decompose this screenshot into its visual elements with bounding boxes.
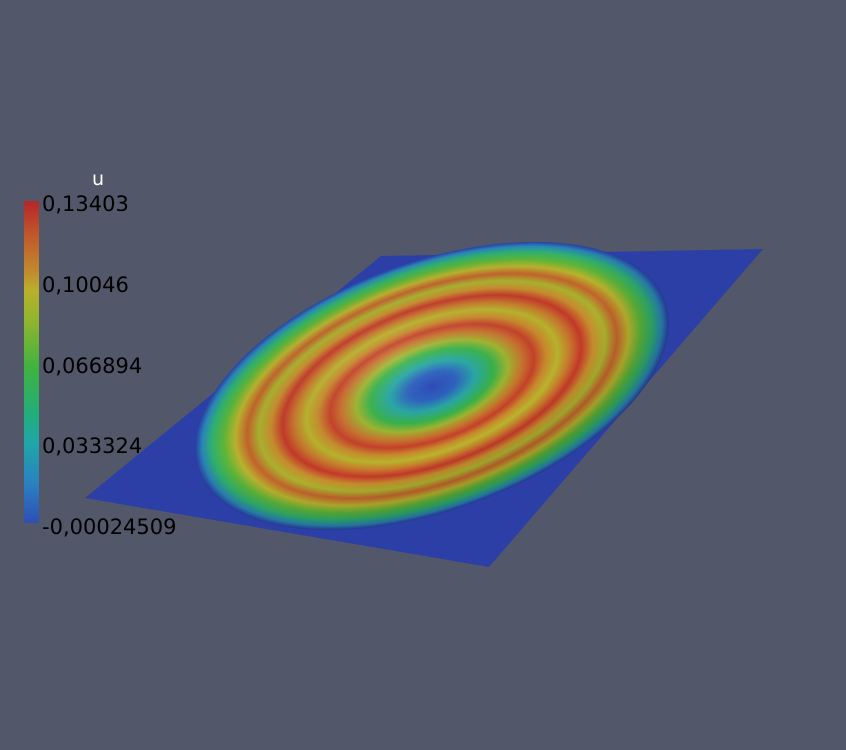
colorbar	[24, 201, 39, 523]
colorbar-tick-4: 0,033324	[42, 434, 143, 458]
colorbar-tick-max: 0,13403	[42, 192, 129, 216]
colorbar-tick-3: 0,066894	[42, 354, 143, 378]
wave-surface	[195, 241, 669, 531]
colorbar-title: u	[92, 168, 105, 190]
colorbar-tick-min: -0,00024509	[42, 515, 177, 539]
colorbar-tick-2: 0,10046	[42, 273, 129, 297]
